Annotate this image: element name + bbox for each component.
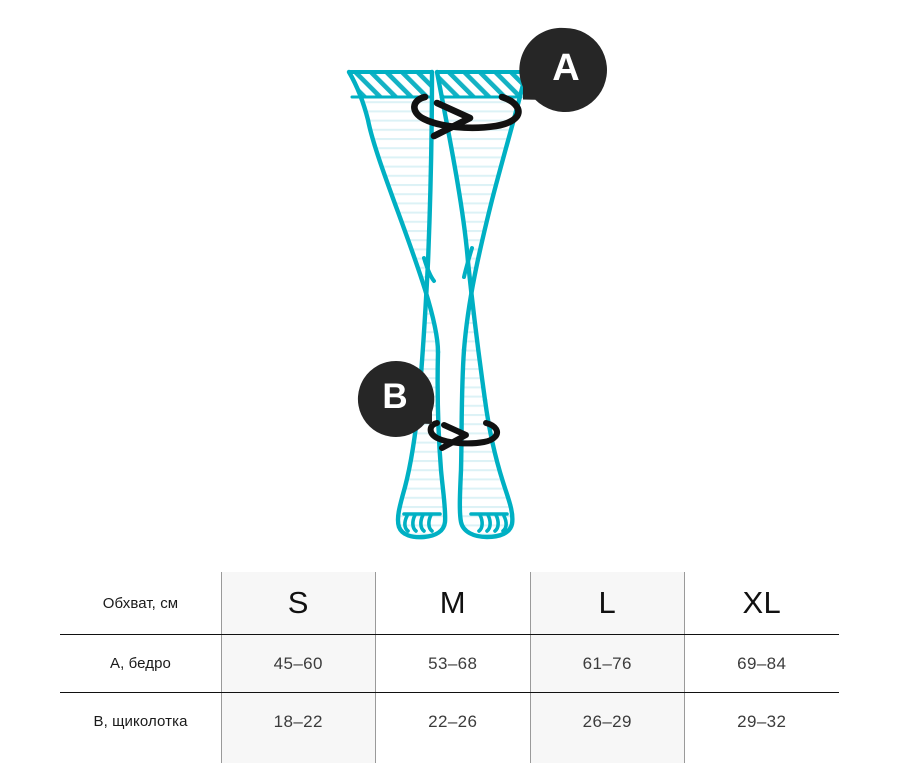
size-header-l: L	[530, 572, 685, 635]
table-tail-spacer	[60, 750, 839, 763]
marker-badge-a: A	[519, 27, 607, 113]
cell-ankle-s: 18–22	[221, 692, 376, 750]
marker-badge-a-label: A	[552, 47, 579, 89]
tail-spacer-s	[221, 750, 376, 763]
tail-spacer-xl	[685, 750, 840, 763]
toes	[402, 512, 509, 533]
tail-spacer-m	[376, 750, 531, 763]
size-header-m: M	[439, 585, 466, 620]
row-label-thigh: А, бедро	[109, 655, 171, 672]
cell-thigh-s: 45–60	[221, 634, 376, 693]
size-chart-table: Обхват, см S M L XL А, бедро 45–60 53–68…	[60, 572, 839, 763]
ankle-measure-arrow	[427, 420, 500, 451]
cell-ankle-l: 26–29	[530, 692, 685, 750]
size-header-s: S	[221, 572, 376, 635]
cell-ankle-xl: 29–32	[737, 711, 787, 731]
table-header-row: Обхват, см S M L XL	[60, 572, 839, 635]
tail-spacer-label	[60, 750, 221, 763]
illustration-panel: A B	[346, 27, 607, 540]
tail-spacer-l	[530, 750, 685, 763]
marker-badge-b: B	[357, 360, 435, 437]
size-table-container: Обхват, см S M L XL А, бедро 45–60 53–68…	[60, 572, 839, 763]
thigh-measure-arrow	[411, 93, 522, 140]
marker-badge-b-label: B	[382, 377, 407, 416]
table-row-ankle: В, щиколотка 18–22 22–26 26–29 29–32	[60, 692, 839, 750]
size-header-xl: XL	[742, 585, 782, 620]
cell-thigh-l: 61–76	[530, 634, 685, 693]
table-corner-label: Обхват, см	[102, 594, 179, 612]
table-row-thigh: А, бедро 45–60 53–68 61–76 69–84	[60, 634, 839, 693]
stocking-fill	[349, 72, 526, 538]
cell-ankle-m: 22–26	[428, 711, 478, 731]
cell-thigh-m: 53–68	[428, 653, 478, 673]
waistband-hatch	[349, 72, 526, 98]
legs-diagram: A B	[346, 27, 607, 540]
cell-thigh-xl: 69–84	[737, 653, 787, 673]
row-label-ankle: В, щиколотка	[93, 713, 188, 730]
